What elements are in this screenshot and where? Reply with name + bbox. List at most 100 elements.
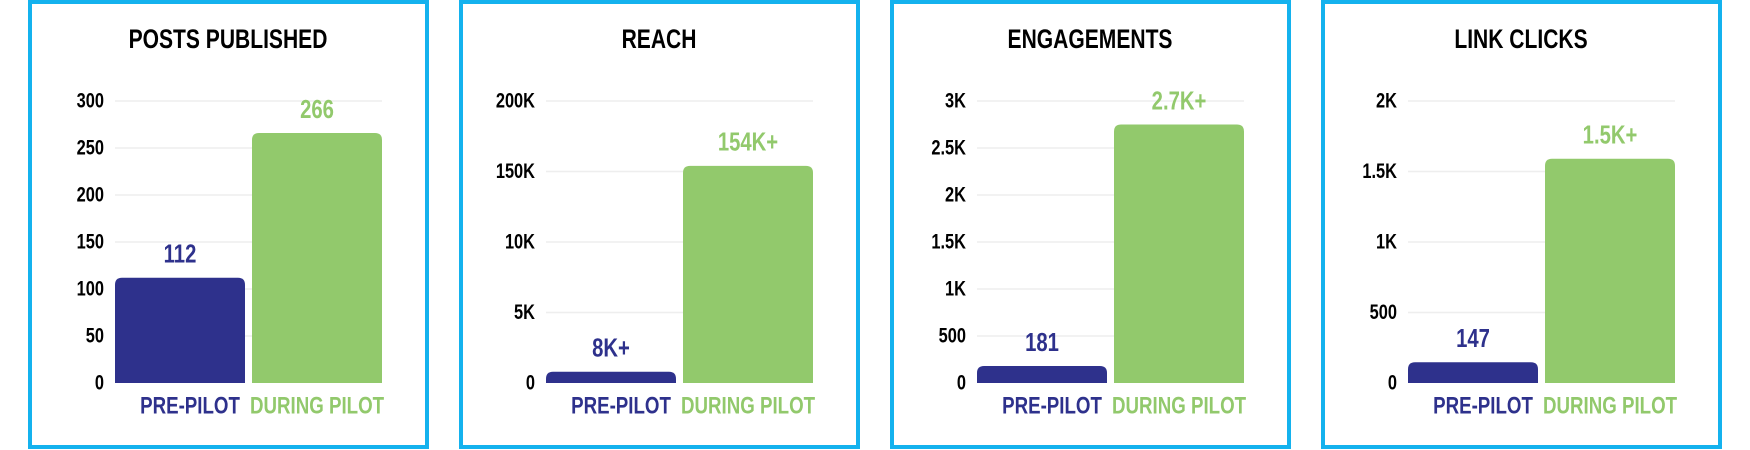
category-label: PRE-PILOT — [571, 392, 671, 419]
category-label-wrap: DURING PILOT — [1112, 392, 1246, 419]
data-label: 2.7K+ — [1152, 86, 1207, 115]
y-tick-label-wrap: 3K — [945, 89, 966, 112]
y-tick-label-wrap: 150 — [77, 230, 104, 253]
chart-panel: POSTS PUBLISHED 0 50 100 150 200 250 300 112 PRE-… — [28, 0, 429, 449]
y-tick-label: 0 — [95, 371, 104, 394]
category-label: PRE-PILOT — [140, 392, 240, 419]
bar-during-pilot — [1545, 158, 1675, 383]
chart-title: REACH — [622, 25, 697, 55]
y-tick-label: 150 — [77, 230, 104, 253]
data-label: 8K+ — [592, 333, 630, 362]
data-label-wrap: 154K+ — [718, 127, 778, 156]
bar-during-pilot — [683, 165, 813, 383]
y-tick-label-wrap: 300 — [77, 89, 104, 112]
data-label-wrap: 112 — [164, 239, 197, 268]
y-tick-label: 250 — [77, 136, 104, 159]
data-label-wrap: 8K+ — [592, 333, 630, 362]
data-label: 112 — [164, 239, 197, 268]
y-tick-label: 2K — [1376, 89, 1397, 112]
y-tick-label-wrap: 500 — [1370, 300, 1397, 323]
y-tick-label-wrap: 200 — [77, 183, 104, 206]
y-tick-label-wrap: 1.5K — [931, 230, 966, 253]
y-tick-label: 1.5K — [1362, 159, 1397, 182]
y-tick-label: 1.5K — [931, 230, 966, 253]
chart-title: ENGAGEMENTS — [1008, 25, 1173, 55]
y-tick-label-wrap: 1K — [945, 277, 966, 300]
category-label: DURING PILOT — [250, 392, 384, 419]
data-label: 1.5K+ — [1583, 120, 1638, 149]
category-label-wrap: PRE-PILOT — [571, 392, 671, 419]
y-tick-label: 100 — [77, 277, 104, 300]
y-tick-label: 1K — [945, 277, 966, 300]
y-tick-label-wrap: 1.5K — [1362, 159, 1397, 182]
chart-title-wrap: REACH — [622, 25, 697, 55]
chart-title-wrap: LINK CLICKS — [1454, 25, 1587, 55]
category-label-wrap: DURING PILOT — [250, 392, 384, 419]
y-tick-label-wrap: 50 — [86, 324, 104, 347]
bar-pre-pilot — [546, 371, 676, 383]
y-tick-label-wrap: 2K — [1376, 89, 1397, 112]
category-label: DURING PILOT — [681, 392, 815, 419]
y-tick-label: 2.5K — [931, 136, 966, 159]
data-label-wrap: 2.7K+ — [1152, 86, 1207, 115]
y-tick-label: 200K — [496, 89, 536, 112]
y-tick-label: 0 — [526, 371, 535, 394]
category-label-wrap: PRE-PILOT — [1002, 392, 1102, 419]
data-label: 266 — [300, 94, 334, 123]
bar-pre-pilot — [977, 365, 1107, 383]
y-tick-label: 500 — [939, 324, 966, 347]
y-tick-label-wrap: 10K — [505, 230, 535, 253]
chart-panel: ENGAGEMENTS 0 500 1K 1.5K 2K 2.5K 3K 181 PRE-PILO… — [890, 0, 1291, 449]
category-label-wrap: PRE-PILOT — [140, 392, 240, 419]
category-label-wrap: DURING PILOT — [681, 392, 815, 419]
chart-title: LINK CLICKS — [1454, 25, 1587, 55]
y-tick-label: 300 — [77, 89, 104, 112]
y-tick-label-wrap: 250 — [77, 136, 104, 159]
y-tick-label: 10K — [505, 230, 535, 253]
y-tick-label-wrap: 5K — [514, 300, 535, 323]
y-tick-label-wrap: 100 — [77, 277, 104, 300]
y-tick-label: 200 — [77, 183, 104, 206]
y-tick-label-wrap: 1K — [1376, 230, 1397, 253]
y-tick-label: 50 — [86, 324, 104, 347]
y-tick-label: 150K — [496, 159, 536, 182]
y-tick-label-wrap: 0 — [95, 371, 104, 394]
bar-during-pilot — [252, 132, 382, 383]
data-label-wrap: 147 — [1456, 324, 1490, 353]
chart-panel: REACH 0 5K 10K 150K 200K 8K+ PRE-PILOT 154K+ DURI… — [459, 0, 860, 449]
data-label-wrap: 1.5K+ — [1583, 120, 1638, 149]
y-tick-label: 2K — [945, 183, 966, 206]
chart-title-wrap: ENGAGEMENTS — [1008, 25, 1173, 55]
y-tick-label: 0 — [1388, 371, 1397, 394]
y-tick-label-wrap: 0 — [1388, 371, 1397, 394]
category-label: PRE-PILOT — [1002, 392, 1102, 419]
y-tick-label-wrap: 2K — [945, 183, 966, 206]
y-tick-label-wrap: 0 — [957, 371, 966, 394]
data-label-wrap: 181 — [1025, 327, 1059, 356]
chart-title-wrap: POSTS PUBLISHED — [129, 25, 328, 55]
data-label: 147 — [1456, 324, 1490, 353]
data-label: 181 — [1025, 327, 1059, 356]
y-tick-label: 5K — [514, 300, 535, 323]
y-tick-label-wrap: 150K — [496, 159, 536, 182]
category-label: DURING PILOT — [1543, 392, 1677, 419]
y-tick-label-wrap: 2.5K — [931, 136, 966, 159]
y-tick-label: 500 — [1370, 300, 1397, 323]
bar-pre-pilot — [1408, 362, 1538, 383]
y-tick-label-wrap: 500 — [939, 324, 966, 347]
y-tick-label: 0 — [957, 371, 966, 394]
category-label-wrap: PRE-PILOT — [1433, 392, 1533, 419]
bar-pre-pilot — [115, 277, 245, 383]
category-label-wrap: DURING PILOT — [1543, 392, 1677, 419]
category-label: PRE-PILOT — [1433, 392, 1533, 419]
data-label: 154K+ — [718, 127, 778, 156]
chart-panel: LINK CLICKS 0 500 1K 1.5K 2K 147 PRE-PILOT 1.5K+… — [1321, 0, 1722, 449]
y-tick-label-wrap: 200K — [496, 89, 536, 112]
data-label-wrap: 266 — [300, 94, 334, 123]
y-tick-label: 1K — [1376, 230, 1397, 253]
y-tick-label: 3K — [945, 89, 966, 112]
category-label: DURING PILOT — [1112, 392, 1246, 419]
y-tick-label-wrap: 0 — [526, 371, 535, 394]
bar-during-pilot — [1114, 124, 1244, 383]
